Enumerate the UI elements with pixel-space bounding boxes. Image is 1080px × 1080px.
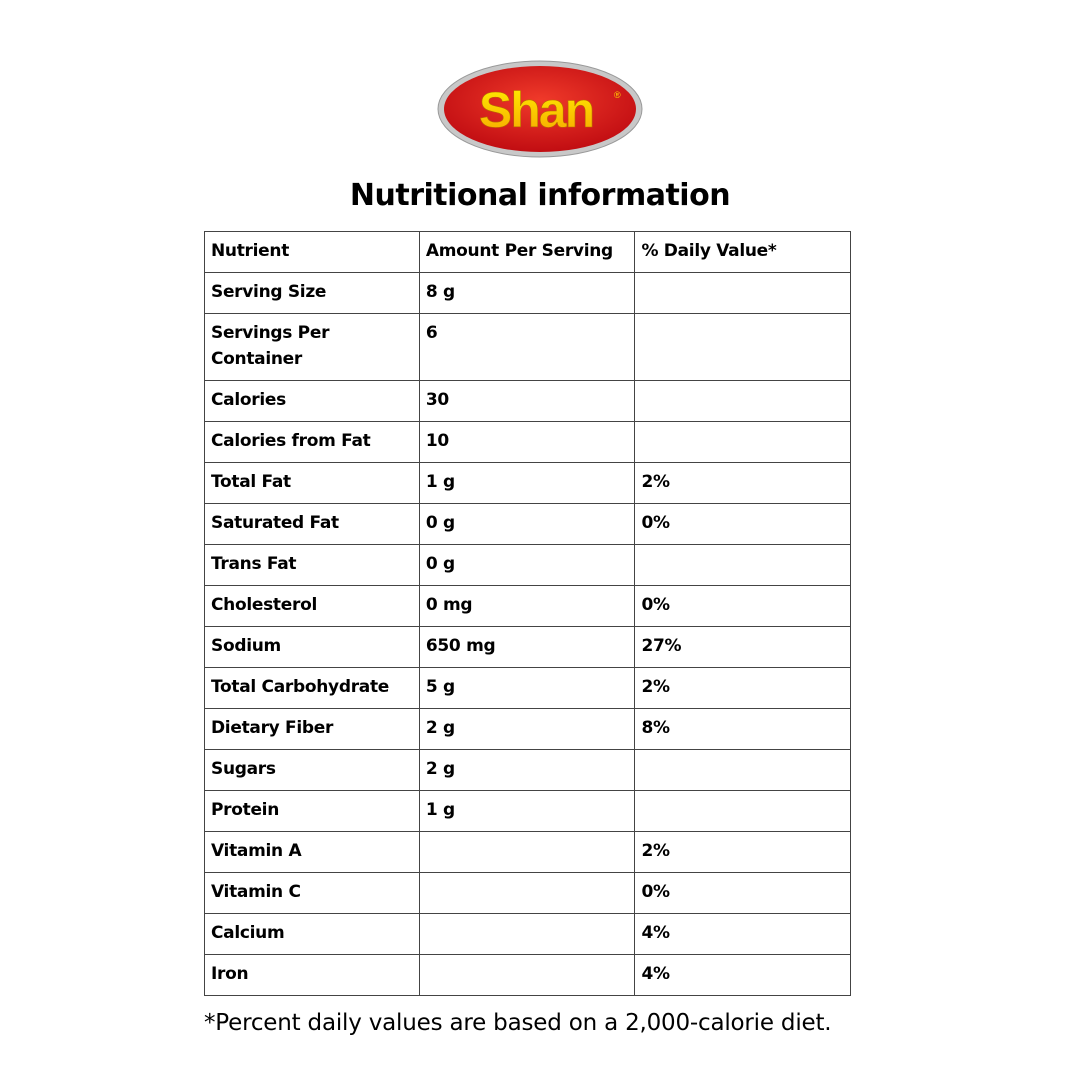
table-row: Serving Size 8 g (204, 272, 851, 314)
table-row: Vitamin A 2% (204, 831, 851, 873)
nutrient-cell: Calcium (204, 913, 420, 955)
nutrient-cell: Calories from Fat (204, 421, 420, 463)
nutrient-cell: Iron (204, 954, 420, 996)
table-row: Sodium 650 mg 27% (204, 626, 851, 668)
daily-value-cell: 0% (634, 503, 851, 545)
daily-value-cell (634, 272, 851, 314)
amount-cell (418, 831, 636, 873)
amount-cell: 2 g (418, 749, 636, 791)
amount-cell (418, 954, 636, 996)
daily-value-cell (634, 749, 851, 791)
table-row: Sugars 2 g (204, 749, 851, 791)
daily-value-cell (634, 790, 851, 832)
header-amount: Amount Per Serving (418, 231, 636, 273)
nutrient-cell: Protein (204, 790, 420, 832)
table-row: Iron 4% (204, 954, 851, 996)
svg-text:®: ® (614, 90, 621, 100)
daily-value-cell: 4% (634, 954, 851, 996)
table-row: Trans Fat 0 g (204, 544, 851, 586)
nutrient-cell: Sugars (204, 749, 420, 791)
nutrient-cell: Vitamin A (204, 831, 420, 873)
nutrient-cell: Sodium (204, 626, 420, 668)
nutrient-cell: Dietary Fiber (204, 708, 420, 750)
daily-value-cell (634, 421, 851, 463)
daily-value-cell: 4% (634, 913, 851, 955)
amount-cell: 0 g (418, 503, 636, 545)
page-title: Nutritional information (349, 178, 731, 213)
header-nutrient: Nutrient (204, 231, 420, 273)
daily-value-cell: 2% (634, 831, 851, 873)
amount-cell (418, 872, 636, 914)
amount-cell: 30 (418, 380, 636, 422)
amount-cell: 6 (418, 313, 636, 381)
amount-cell: 10 (418, 421, 636, 463)
table-row: Total Fat 1 g 2% (204, 462, 851, 504)
table-row: Calories from Fat 10 (204, 421, 851, 463)
daily-value-cell: 2% (634, 462, 851, 504)
nutrient-cell: Calories (204, 380, 420, 422)
table-row: Protein 1 g (204, 790, 851, 832)
nutrient-cell: Saturated Fat (204, 503, 420, 545)
daily-value-cell: 0% (634, 585, 851, 627)
amount-cell: 8 g (418, 272, 636, 314)
nutrient-cell: Trans Fat (204, 544, 420, 586)
nutrient-cell: Total Fat (204, 462, 420, 504)
amount-cell: 1 g (418, 462, 636, 504)
daily-value-cell (634, 380, 851, 422)
table-header-row: Nutrient Amount Per Serving % Daily Valu… (204, 231, 851, 273)
nutrient-cell: Serving Size (204, 272, 420, 314)
amount-cell: 650 mg (418, 626, 636, 668)
table-row: Cholesterol 0 mg 0% (204, 585, 851, 627)
daily-value-cell: 2% (634, 667, 851, 709)
amount-cell: 5 g (418, 667, 636, 709)
amount-cell (418, 913, 636, 955)
amount-cell: 1 g (418, 790, 636, 832)
header-daily-value: % Daily Value* (634, 231, 851, 273)
daily-value-cell (634, 313, 851, 381)
table-row: Servings Per Container 6 (204, 313, 851, 381)
nutrition-table: Nutrient Amount Per Serving % Daily Valu… (204, 231, 851, 996)
amount-cell: 0 mg (418, 585, 636, 627)
table-row: Dietary Fiber 2 g 8% (204, 708, 851, 750)
amount-cell: 2 g (418, 708, 636, 750)
footnote: *Percent daily values are based on a 2,0… (204, 1010, 832, 1036)
table-row: Vitamin C 0% (204, 872, 851, 914)
daily-value-cell (634, 544, 851, 586)
nutrient-cell: Vitamin C (204, 872, 420, 914)
table-row: Saturated Fat 0 g 0% (204, 503, 851, 545)
svg-text:Shan: Shan (479, 82, 593, 138)
shan-logo: Shan ® (437, 60, 643, 158)
nutrient-cell: Servings Per Container (204, 313, 420, 381)
daily-value-cell: 0% (634, 872, 851, 914)
table-row: Total Carbohydrate 5 g 2% (204, 667, 851, 709)
table-row: Calcium 4% (204, 913, 851, 955)
daily-value-cell: 27% (634, 626, 851, 668)
nutrient-cell: Cholesterol (204, 585, 420, 627)
nutrient-cell: Total Carbohydrate (204, 667, 420, 709)
daily-value-cell: 8% (634, 708, 851, 750)
table-row: Calories 30 (204, 380, 851, 422)
amount-cell: 0 g (418, 544, 636, 586)
